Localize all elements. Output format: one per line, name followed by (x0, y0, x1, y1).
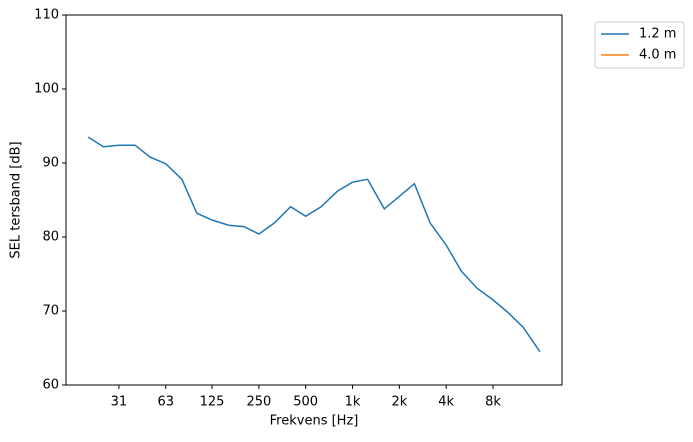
plot-frame (65, 14, 563, 386)
y-tick-label: 110 (34, 8, 59, 23)
x-tick-label: 1k (345, 395, 361, 410)
legend-label: 4.0 m (639, 48, 676, 63)
x-tick-label: 31 (111, 395, 128, 410)
x-tick-label: 125 (200, 395, 225, 410)
y-tick-label: 100 (34, 82, 59, 97)
y-tick-label: 60 (42, 378, 59, 393)
legend-label: 1.2 m (639, 27, 676, 42)
x-tick-label: 63 (157, 395, 174, 410)
x-tick-label: 8k (485, 395, 501, 410)
x-tick-label: 500 (293, 395, 318, 410)
x-tick-label: 250 (246, 395, 271, 410)
y-axis-label: SEL tersband [dB] (9, 141, 24, 258)
x-axis-label: Frekvens [Hz] (270, 414, 359, 429)
x-tick-label: 4k (438, 395, 454, 410)
y-tick-label: 90 (42, 156, 59, 171)
x-tick-label: 2k (391, 395, 407, 410)
y-tick-label: 80 (42, 230, 59, 245)
line-series (87, 136, 541, 353)
y-tick-label: 70 (42, 304, 59, 319)
